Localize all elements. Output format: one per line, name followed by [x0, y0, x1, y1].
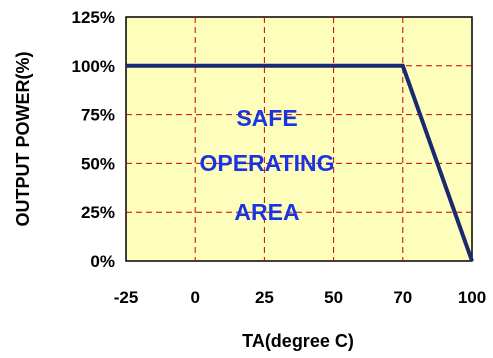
annotations: SAFE OPERATING AREA	[199, 105, 334, 225]
y-tick-label: 125%	[72, 8, 115, 27]
x-axis-label: TA(degree C)	[242, 331, 354, 351]
y-tick-label: 25%	[81, 203, 115, 222]
y-tick-label: 75%	[81, 106, 115, 125]
x-tick-label: 50	[324, 288, 343, 307]
y-axis-label: OUTPUT POWER(%)	[13, 52, 33, 227]
x-tick-label: 25	[255, 288, 274, 307]
y-tick-label: 0%	[90, 252, 115, 271]
annotation-line-2: OPERATING	[199, 150, 334, 176]
x-axis-ticks: -25 0 25 50 70 100	[114, 288, 486, 307]
x-tick-label: 0	[190, 288, 199, 307]
annotation-line-1: SAFE	[236, 105, 297, 131]
plot-area	[125, 16, 473, 262]
series-line-0	[126, 63, 474, 262]
y-tick-label: 50%	[81, 154, 115, 173]
x-tick-label: 100	[458, 288, 486, 307]
annotation-line-3: AREA	[234, 199, 299, 225]
series-layer	[126, 63, 474, 262]
y-tick-label: 100%	[72, 57, 115, 76]
x-tick-label: 70	[393, 288, 412, 307]
x-tick-label: -25	[114, 288, 139, 307]
y-axis-ticks: 0% 25% 50% 75% 100% 125%	[72, 8, 115, 271]
